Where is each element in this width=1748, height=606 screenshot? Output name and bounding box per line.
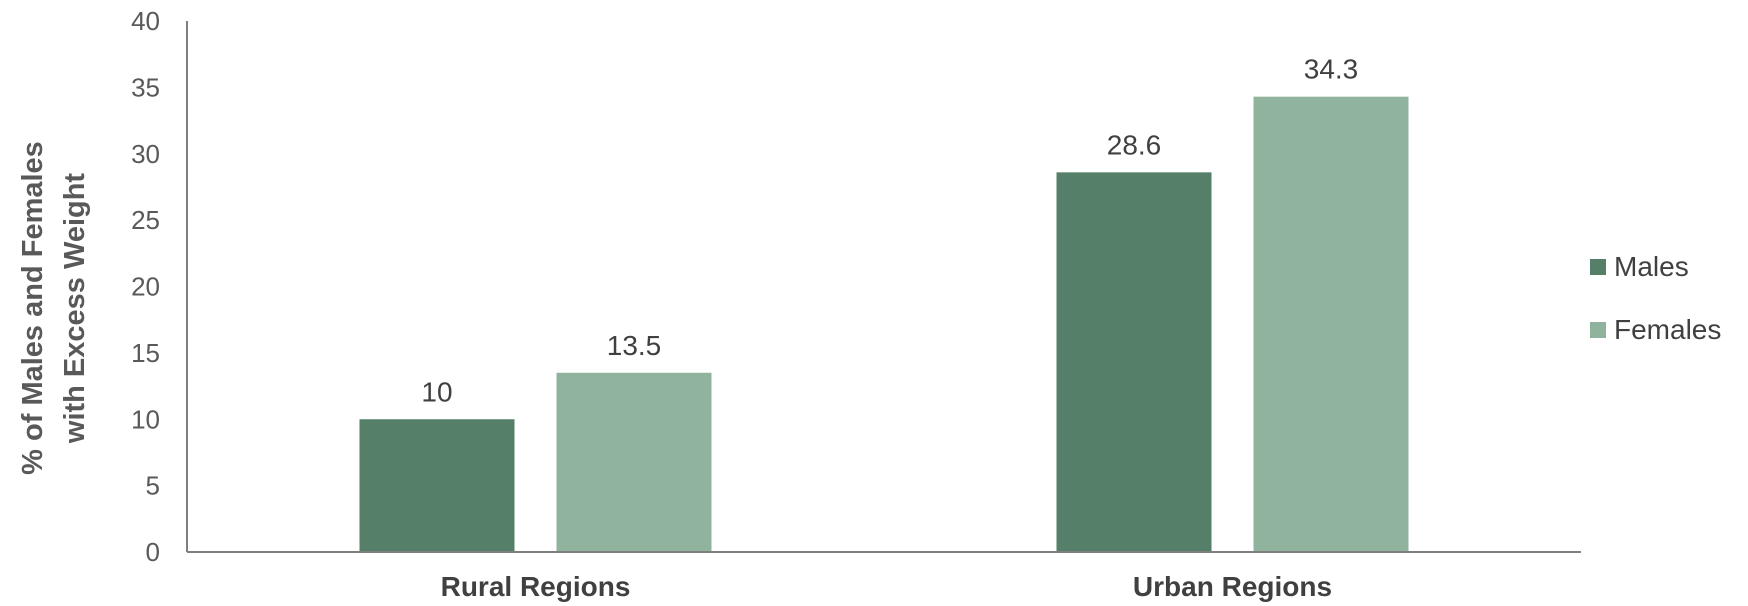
y-tick-label: 5: [146, 471, 160, 501]
y-tick-label: 30: [131, 139, 160, 169]
x-axis-category-labels: Rural Regions Urban Regions: [441, 571, 1332, 602]
bar-males-1: [1056, 172, 1212, 552]
bar-females-1: [1253, 96, 1409, 552]
legend: Males Females: [1590, 251, 1721, 345]
y-tick-label: 35: [131, 72, 160, 102]
legend-swatch-females: [1590, 322, 1606, 338]
data-labels: 10 13.5 28.6 34.3: [421, 54, 1358, 408]
x-category-label: Urban Regions: [1133, 571, 1332, 602]
y-tick-label: 40: [131, 6, 160, 36]
bar-males-0: [359, 419, 515, 552]
bars: [359, 96, 1409, 552]
y-tick-label: 10: [131, 404, 160, 434]
data-label: 10: [421, 376, 452, 407]
bar-females-0: [556, 372, 712, 552]
data-label: 28.6: [1107, 129, 1162, 160]
y-axis-title: % of Males and Females with Excess Weigh…: [17, 141, 91, 475]
y-axis-title-line-2: with Excess Weight: [59, 173, 91, 445]
y-axis-title-line-1: % of Males and Females: [17, 141, 49, 475]
data-label: 13.5: [607, 330, 662, 361]
y-tick-label: 20: [131, 272, 160, 302]
legend-swatch-males: [1590, 259, 1606, 275]
data-label: 34.3: [1304, 54, 1359, 85]
x-category-label: Rural Regions: [441, 571, 631, 602]
y-axis-ticks: 0 5 10 15 20 25 30 35 40: [131, 6, 160, 567]
legend-label-females: Females: [1614, 314, 1721, 345]
y-tick-label: 0: [146, 537, 160, 567]
y-tick-label: 15: [131, 338, 160, 368]
legend-label-males: Males: [1614, 251, 1689, 282]
y-tick-label: 25: [131, 205, 160, 235]
